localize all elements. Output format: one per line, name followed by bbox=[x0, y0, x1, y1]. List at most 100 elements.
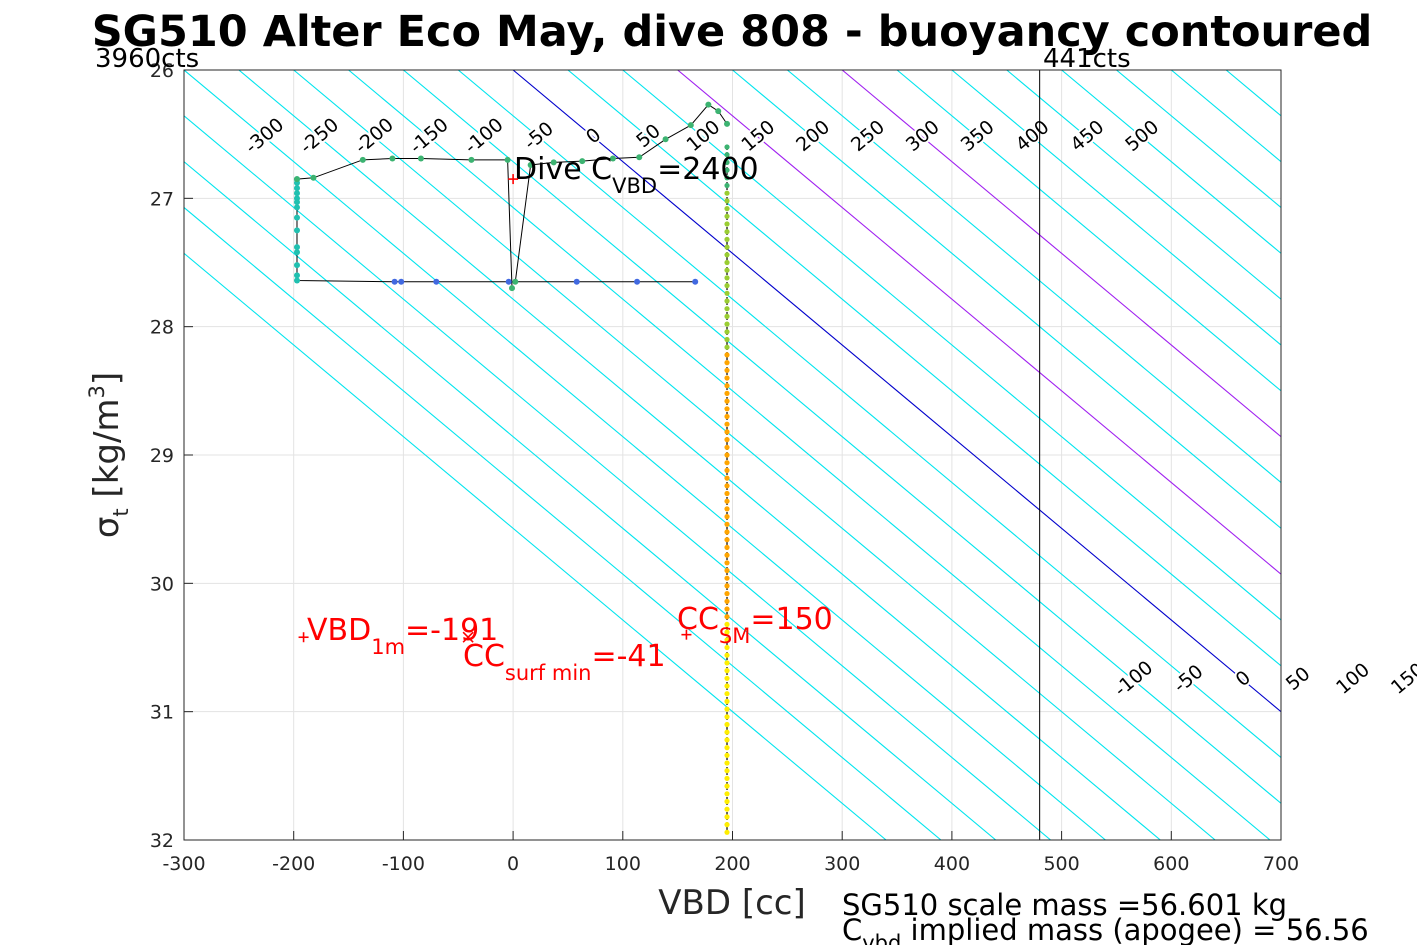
track-point bbox=[359, 156, 366, 163]
column-point bbox=[724, 629, 730, 635]
chart-title: SG510 Alter Eco May, dive 808 - buoyancy… bbox=[92, 7, 1373, 57]
column-point bbox=[724, 383, 730, 389]
column-point bbox=[724, 691, 730, 697]
column-point bbox=[724, 683, 730, 689]
column-point bbox=[724, 506, 730, 512]
column-point bbox=[724, 437, 730, 443]
column-point bbox=[724, 452, 730, 458]
track-point bbox=[391, 278, 398, 285]
column-point bbox=[724, 413, 730, 420]
track-point bbox=[433, 278, 440, 285]
column-point bbox=[724, 660, 730, 666]
contour-line bbox=[896, 70, 1281, 392]
track-point bbox=[505, 278, 512, 285]
contour-line bbox=[238, 70, 1161, 840]
count-label-right: 441cts bbox=[1043, 44, 1131, 74]
column-point bbox=[724, 159, 730, 165]
column-point bbox=[724, 521, 730, 527]
contour-line bbox=[786, 70, 1281, 484]
svg-text:Dive CVBD=2400: Dive CVBD=2400 bbox=[514, 152, 759, 198]
column-point bbox=[724, 698, 730, 705]
column-point bbox=[724, 236, 730, 242]
x-tick-label: 700 bbox=[1263, 853, 1299, 875]
contour-line bbox=[732, 70, 1281, 530]
track-point bbox=[293, 185, 300, 192]
column-point bbox=[724, 444, 730, 450]
contour-line bbox=[403, 70, 1281, 805]
column-point bbox=[724, 783, 730, 789]
column-point bbox=[724, 352, 730, 358]
column-point bbox=[724, 152, 730, 158]
column-point bbox=[724, 498, 730, 504]
x-marker bbox=[462, 631, 474, 643]
column-point bbox=[724, 460, 730, 466]
column-point bbox=[724, 721, 730, 728]
x-tick-label: 100 bbox=[605, 853, 641, 875]
column-point bbox=[724, 182, 730, 189]
column-point bbox=[724, 175, 730, 181]
track-point bbox=[512, 278, 519, 285]
contour-line bbox=[841, 70, 1281, 438]
cc-surf-min-annotation: CCsurf min=-41 bbox=[463, 639, 666, 685]
track-point bbox=[398, 278, 405, 285]
column-point bbox=[724, 514, 730, 520]
contour-line bbox=[457, 70, 1281, 759]
column-point bbox=[724, 591, 730, 597]
column-point bbox=[724, 791, 730, 797]
track-point bbox=[310, 174, 317, 181]
track-point bbox=[293, 227, 300, 234]
y-tick-label: 28 bbox=[150, 317, 174, 339]
column-point bbox=[724, 206, 730, 212]
contour-line bbox=[1280, 70, 1281, 71]
track-point bbox=[715, 108, 722, 115]
track-point bbox=[293, 176, 300, 183]
track-point bbox=[705, 101, 712, 108]
track-point bbox=[293, 190, 300, 197]
column-point bbox=[724, 144, 730, 150]
buoyancy-contours bbox=[184, 70, 1281, 840]
x-axis-label: VBD [cc] bbox=[658, 883, 806, 923]
x-tick-label: 400 bbox=[934, 853, 970, 875]
column-point bbox=[724, 675, 730, 681]
x-axis-ticks: -300 -200 -100 0 100 200 300 400 500 600 700 bbox=[162, 831, 1299, 875]
cc-sm-annotation: CCSM=150 bbox=[677, 602, 833, 648]
track-point bbox=[293, 272, 300, 279]
column-point bbox=[724, 606, 730, 612]
column-point bbox=[724, 336, 730, 343]
column-point bbox=[724, 652, 730, 658]
track-point bbox=[468, 156, 475, 163]
svg-text:CCSM=150: CCSM=150 bbox=[677, 602, 833, 648]
contour-line bbox=[677, 70, 1281, 575]
y-tick-label: 30 bbox=[150, 573, 174, 595]
column-point bbox=[724, 637, 730, 643]
column-point bbox=[724, 213, 730, 219]
contour-line bbox=[1006, 70, 1281, 300]
column-point bbox=[724, 483, 730, 489]
y-tick-label: 29 bbox=[150, 445, 174, 467]
column-point bbox=[724, 621, 730, 628]
contour-label: 100 bbox=[1332, 659, 1374, 699]
track-point bbox=[293, 262, 300, 269]
column-point bbox=[724, 583, 730, 589]
column-point bbox=[724, 552, 730, 558]
column-point bbox=[724, 490, 730, 497]
column-point bbox=[724, 706, 730, 712]
track-point bbox=[293, 249, 300, 256]
track-point bbox=[579, 158, 586, 165]
column-point bbox=[724, 714, 730, 720]
column-point bbox=[724, 752, 730, 758]
column-point bbox=[724, 329, 730, 335]
y-axis-ticks: 26 27 28 29 30 31 32 bbox=[150, 60, 193, 852]
y-tick-label: 26 bbox=[150, 60, 174, 82]
track-point bbox=[573, 278, 580, 285]
column-point bbox=[724, 198, 730, 204]
column-point bbox=[724, 167, 730, 173]
column-point bbox=[724, 390, 730, 396]
contour-line bbox=[1116, 70, 1281, 209]
column-point bbox=[724, 614, 730, 620]
column-point bbox=[724, 429, 730, 435]
contour-line bbox=[1061, 70, 1281, 255]
track-point bbox=[504, 156, 511, 163]
track-point bbox=[389, 155, 396, 162]
